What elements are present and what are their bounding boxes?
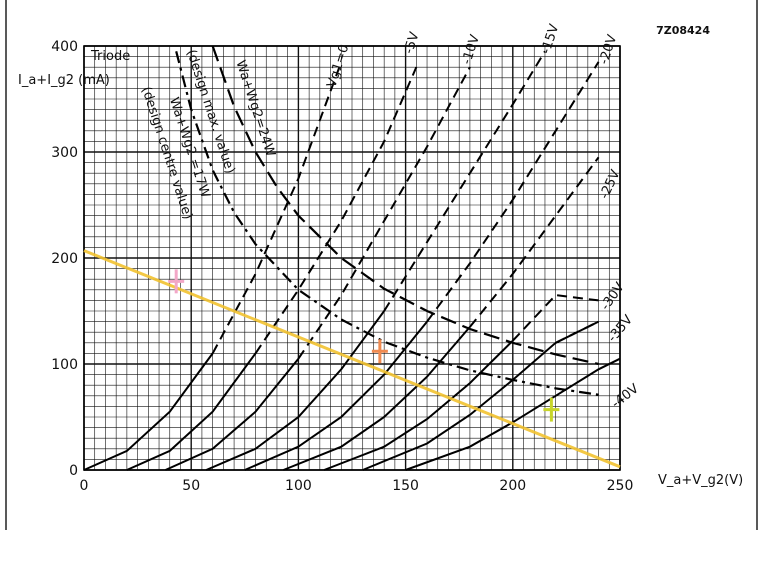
series-line-6-dashed	[512, 294, 599, 342]
x-tick-label: 250	[607, 478, 634, 494]
series-line-2-dashed	[297, 66, 471, 360]
x-axis-label: V_a+V_g2(V)	[658, 473, 743, 488]
series-line-4-dashed	[426, 61, 600, 323]
x-tick-label: 50	[182, 478, 200, 494]
series-line-3	[205, 310, 385, 471]
series-line-5	[283, 326, 471, 471]
y-tick-label: 300	[51, 145, 78, 161]
y-tick-label: 100	[51, 357, 78, 373]
series-annotation: -20V	[597, 33, 621, 66]
series-annotation: Vg1=0	[324, 43, 352, 90]
series-line-4	[244, 320, 428, 471]
series-line-5-dashed	[469, 156, 600, 328]
series-line-1	[126, 352, 257, 471]
series-line-7-dashed	[555, 320, 600, 344]
y-tick-label: 400	[51, 39, 78, 55]
series-line-9	[211, 45, 599, 366]
series-annotation: -10V	[459, 33, 483, 66]
x-tick-label: 150	[392, 478, 419, 494]
y-axis-label: I_a+I_g2 (mA)	[18, 73, 110, 88]
series-line-6	[323, 339, 514, 471]
y-tick-label: 0	[69, 463, 78, 479]
series-annotation: -40V	[609, 381, 642, 411]
plot-frame	[83, 45, 621, 471]
series-line-1-dashed	[254, 66, 418, 354]
x-tick-label: 200	[499, 478, 526, 494]
x-tick-label: 100	[285, 478, 312, 494]
series-annotation: -35V	[605, 313, 636, 346]
series-annotation: -5V	[402, 30, 423, 56]
series-line-3-dashed	[383, 50, 546, 312]
series-line-0	[83, 352, 214, 471]
series-line-2	[165, 358, 300, 471]
series-annotation: -30V	[598, 280, 628, 313]
series-annotation: -15V	[539, 22, 563, 55]
series-line-10	[175, 51, 599, 396]
series-line-8	[405, 357, 621, 471]
chart-code: 7Z08424	[656, 24, 710, 37]
series-annotation: Wa+Wg2=24W	[232, 59, 277, 159]
x-tick-label: 0	[80, 478, 89, 494]
overlay-line	[83, 249, 621, 469]
panel-label: Triode	[90, 49, 130, 64]
y-tick-label: 200	[51, 251, 78, 267]
